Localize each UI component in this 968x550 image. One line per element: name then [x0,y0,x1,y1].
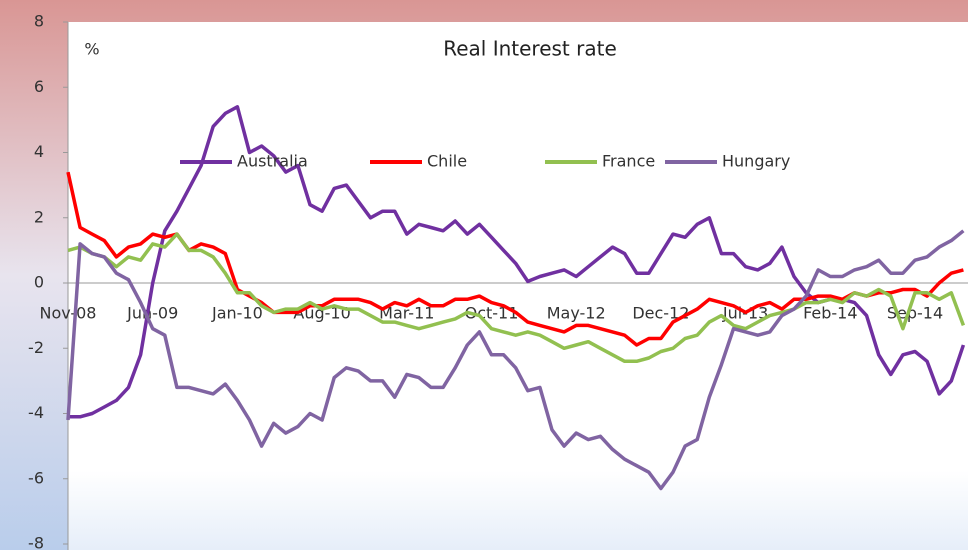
y-tick-label: -8 [28,534,44,550]
chart-title: Real Interest rate [443,37,617,61]
y-tick-label: -6 [28,468,44,487]
series-line [66,229,965,491]
x-tick-label: Sep-14 [887,304,943,323]
legend-label: Hungary [722,152,790,171]
y-tick-label: 0 [34,273,44,292]
series-line [66,171,964,347]
plot-area [68,22,968,550]
series-line [68,105,966,419]
y-tick-label: 8 [34,12,44,31]
x-tick-label: Feb-14 [803,304,857,323]
y-axis-label: % [84,40,99,59]
x-tick-label: Mar-11 [379,304,434,323]
x-tick-label: Jun-09 [126,304,178,323]
y-tick-label: -4 [28,403,44,422]
x-tick-label: May-12 [547,304,606,323]
y-tick-label: 4 [34,142,44,161]
series-line [67,232,966,364]
x-tick-label: Jan-10 [211,304,263,323]
legend-label: Australia [237,152,308,171]
x-tick-label: Nov-08 [40,304,97,323]
x-tick-label: Dec-12 [632,304,689,323]
legend-label: France [602,152,655,171]
y-tick-label: -2 [28,338,44,357]
legend-label: Chile [427,152,467,171]
y-tick-label: 6 [34,77,44,96]
y-tick-label: 2 [34,207,44,226]
